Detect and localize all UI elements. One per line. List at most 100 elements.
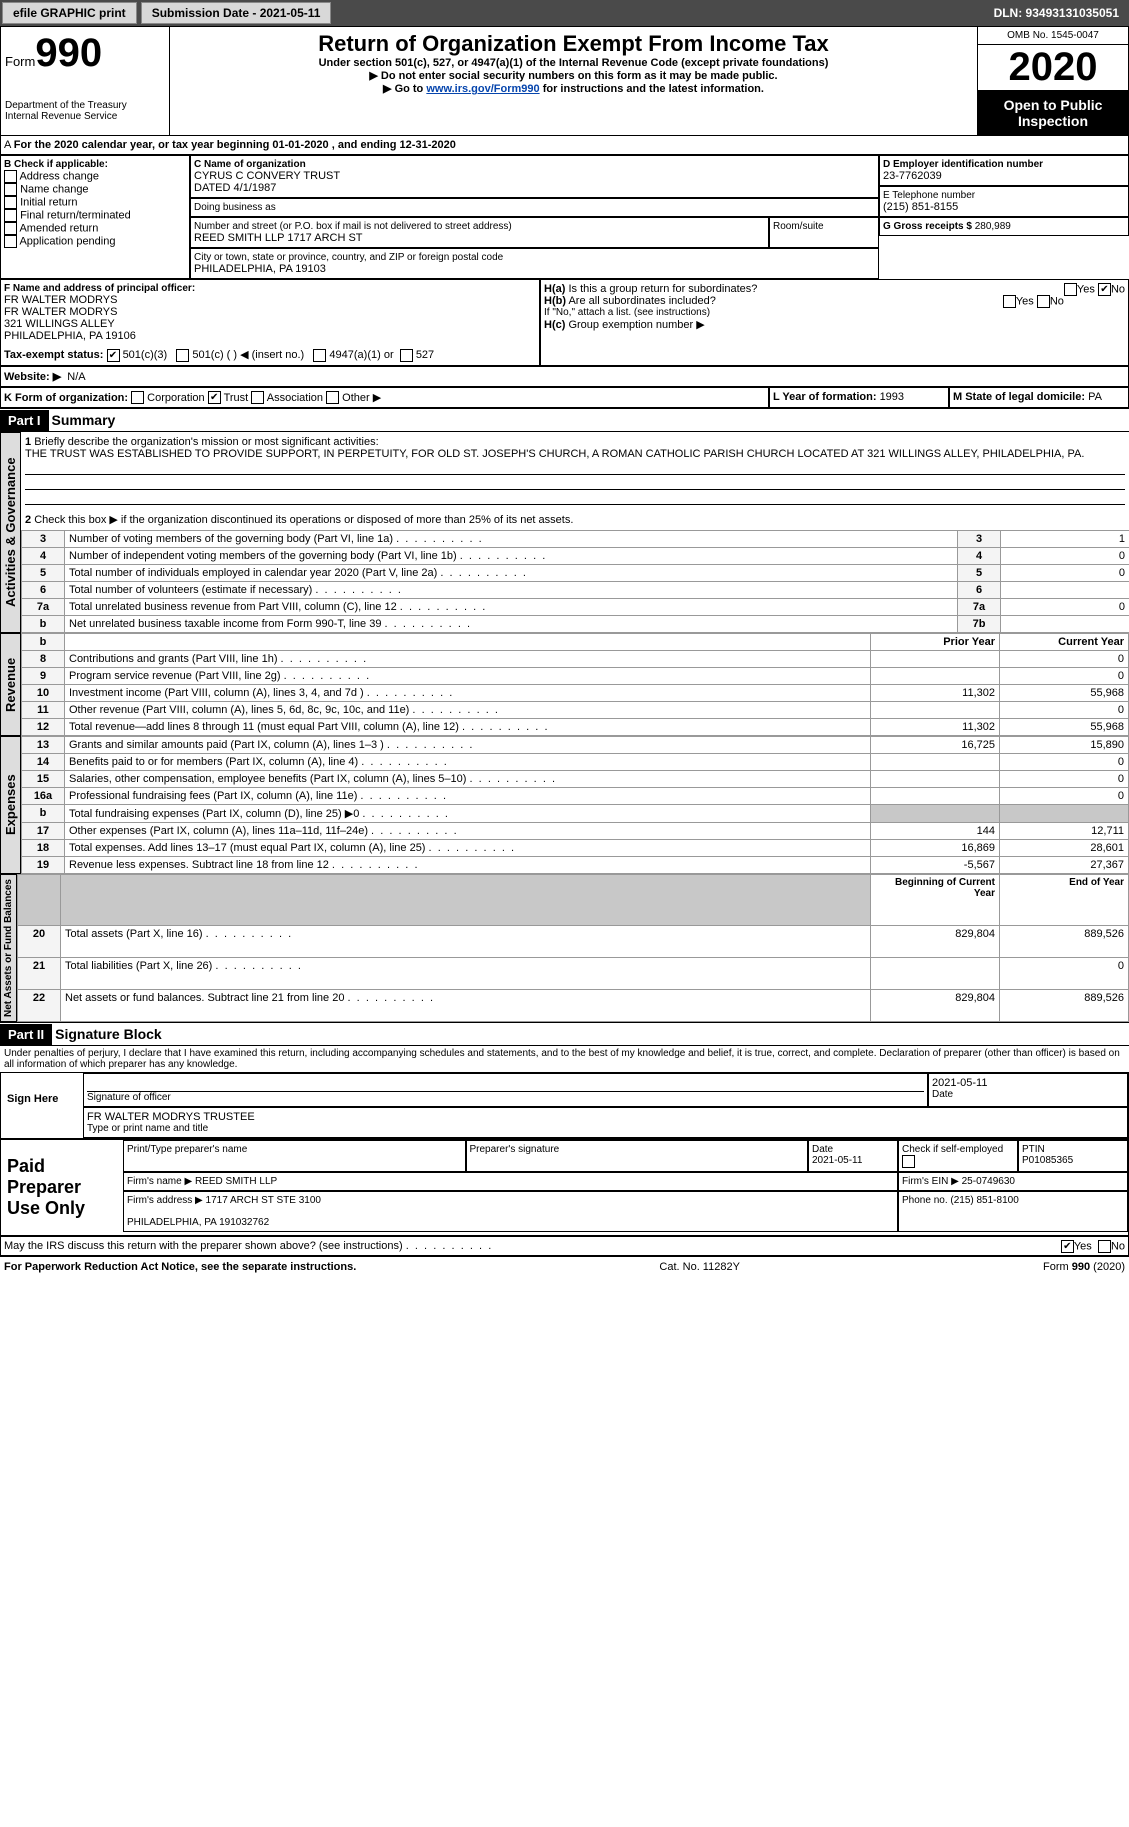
page-footer: For Paperwork Reduction Act Notice, see … bbox=[0, 1256, 1129, 1277]
chk-name-change[interactable] bbox=[4, 183, 17, 196]
hb-label: Are all subordinates included? bbox=[568, 295, 715, 307]
year-formation: 1993 bbox=[880, 391, 904, 403]
addr-label: Number and street (or P.O. box if mail i… bbox=[194, 221, 765, 232]
firm-name-label: Firm's name ▶ bbox=[127, 1176, 195, 1187]
hdr-prior: Prior Year bbox=[871, 634, 1000, 651]
part1-header: Part I Summary bbox=[0, 408, 1129, 432]
box-b: B Check if applicable: Address change Na… bbox=[0, 155, 190, 279]
dln-label: DLN: 93493131035051 bbox=[984, 3, 1129, 23]
chk-501c3[interactable] bbox=[107, 349, 120, 362]
chk-hb-yes[interactable] bbox=[1003, 295, 1016, 308]
g-label: G Gross receipts $ bbox=[883, 221, 975, 232]
chk-final-return[interactable] bbox=[4, 209, 17, 222]
k-opt-2: Association bbox=[267, 392, 323, 404]
firm-name: REED SMITH LLP bbox=[195, 1176, 277, 1187]
year-cell: OMB No. 1545-0047 2020 Open to Public In… bbox=[977, 27, 1128, 135]
netassets-table: Beginning of Current YearEnd of Year 20T… bbox=[17, 874, 1129, 1022]
blank-line-2 bbox=[25, 475, 1125, 490]
officer-signature-line[interactable] bbox=[87, 1077, 924, 1092]
pp-ptin: P01085365 bbox=[1022, 1155, 1073, 1166]
chk-hb-no[interactable] bbox=[1037, 295, 1050, 308]
l-label: L Year of formation: bbox=[773, 391, 880, 403]
website-value: N/A bbox=[67, 371, 85, 383]
chk-discuss-no[interactable] bbox=[1098, 1240, 1111, 1253]
chk-self-employed[interactable] bbox=[902, 1155, 915, 1168]
paid-preparer-label: Paid Preparer Use Only bbox=[1, 1140, 123, 1235]
ein-value: 23-7762039 bbox=[883, 170, 1125, 182]
room-suite-label: Room/suite bbox=[769, 217, 879, 248]
k-opt-3: Other ▶ bbox=[342, 392, 381, 404]
chk-ha-no[interactable] bbox=[1098, 283, 1111, 296]
dept-label: Department of the Treasury Internal Reve… bbox=[5, 100, 165, 122]
sign-date: 2021-05-11 bbox=[932, 1077, 1124, 1089]
submission-date-button[interactable]: Submission Date - 2021-05-11 bbox=[141, 2, 332, 24]
b-opt-4: Amended return bbox=[19, 222, 98, 234]
part1-title: Summary bbox=[49, 409, 119, 431]
sig-officer-label: Signature of officer bbox=[87, 1092, 924, 1103]
form-number-cell: Form 990 Department of the Treasury Inte… bbox=[1, 27, 170, 135]
chk-discuss-yes[interactable] bbox=[1061, 1240, 1074, 1253]
f-label: F Name and address of principal officer: bbox=[4, 283, 536, 294]
firm-phone: (215) 851-8100 bbox=[950, 1195, 1018, 1206]
chk-ha-yes[interactable] bbox=[1064, 283, 1077, 296]
no-label: No bbox=[1111, 283, 1125, 295]
chk-initial-return[interactable] bbox=[4, 196, 17, 209]
vtab-netassets: Net Assets or Fund Balances bbox=[0, 874, 17, 1022]
efile-print-button[interactable]: efile GRAPHIC print bbox=[2, 2, 137, 24]
tax-year: 2020 bbox=[978, 45, 1128, 91]
b-label: B Check if applicable: bbox=[4, 159, 186, 170]
period-line: A For the 2020 calendar year, or tax yea… bbox=[0, 136, 1129, 155]
dba-label: Doing business as bbox=[190, 198, 879, 217]
chk-527[interactable] bbox=[400, 349, 413, 362]
org-name: CYRUS C CONVERY TRUST DATED 4/1/1987 bbox=[194, 170, 875, 194]
i-opt-1: 501(c) ( ) ◀ (insert no.) bbox=[192, 349, 304, 361]
e-label: E Telephone number bbox=[883, 190, 1125, 201]
chk-501c[interactable] bbox=[176, 349, 189, 362]
chk-amended[interactable] bbox=[4, 222, 17, 235]
vtab-expenses: Expenses bbox=[0, 736, 21, 874]
b-opt-0: Address change bbox=[19, 170, 99, 182]
pp-date-label: Date bbox=[812, 1144, 833, 1155]
hdr-curr: Current Year bbox=[1000, 634, 1129, 651]
i-opt-3: 527 bbox=[416, 349, 434, 361]
governance-table: 3Number of voting members of the governi… bbox=[21, 530, 1129, 633]
officer-name-label: Type or print name and title bbox=[87, 1123, 1124, 1134]
phone-value: (215) 851-8155 bbox=[883, 201, 1125, 213]
chk-4947[interactable] bbox=[313, 349, 326, 362]
b-opt-1: Name change bbox=[20, 183, 89, 195]
section-fh: F Name and address of principal officer:… bbox=[0, 279, 1129, 366]
chk-trust[interactable] bbox=[208, 391, 221, 404]
city-state-zip: PHILADELPHIA, PA 19103 bbox=[194, 263, 875, 275]
box-deg: D Employer identification number 23-7762… bbox=[879, 155, 1129, 279]
chk-corp[interactable] bbox=[131, 391, 144, 404]
chk-assoc[interactable] bbox=[251, 391, 264, 404]
omb-label: OMB No. 1545-0047 bbox=[978, 27, 1128, 45]
no-label-3: No bbox=[1111, 1241, 1125, 1253]
blank-line-1 bbox=[25, 460, 1125, 475]
blank-line-3 bbox=[25, 490, 1125, 505]
vtab-governance: Activities & Governance bbox=[0, 432, 21, 633]
state-domicile: PA bbox=[1088, 391, 1102, 403]
chk-other[interactable] bbox=[326, 391, 339, 404]
ha-label: Is this a group return for subordinates? bbox=[568, 283, 757, 295]
note-goto-b: for instructions and the latest informat… bbox=[540, 83, 764, 95]
chk-address-change[interactable] bbox=[4, 170, 17, 183]
m-label: M State of legal domicile: bbox=[953, 391, 1088, 403]
expenses-table: 13Grants and similar amounts paid (Part … bbox=[21, 736, 1129, 874]
chk-application-pending[interactable] bbox=[4, 235, 17, 248]
form-id: Form 990 (2020) bbox=[1043, 1261, 1125, 1273]
street-address: REED SMITH LLP 1717 ARCH ST bbox=[194, 232, 765, 244]
firm-phone-label: Phone no. bbox=[902, 1195, 950, 1206]
firm-addr-label: Firm's address ▶ bbox=[127, 1195, 206, 1206]
mission-text: THE TRUST WAS ESTABLISHED TO PROVIDE SUP… bbox=[25, 448, 1084, 460]
city-label: City or town, state or province, country… bbox=[194, 252, 875, 263]
i-label: Tax-exempt status: bbox=[4, 349, 103, 361]
principal-officer: FR WALTER MODRYS FR WALTER MODRYS 321 WI… bbox=[4, 294, 536, 342]
revenue-table: bPrior YearCurrent Year 8Contributions a… bbox=[21, 633, 1129, 736]
part2-title: Signature Block bbox=[52, 1023, 165, 1045]
form990-link[interactable]: www.irs.gov/Form990 bbox=[426, 83, 539, 95]
form-label: Form bbox=[5, 54, 35, 69]
k-label: K Form of organization: bbox=[4, 392, 128, 404]
c-label: C Name of organization bbox=[194, 159, 875, 170]
part2-label: Part II bbox=[0, 1024, 52, 1045]
